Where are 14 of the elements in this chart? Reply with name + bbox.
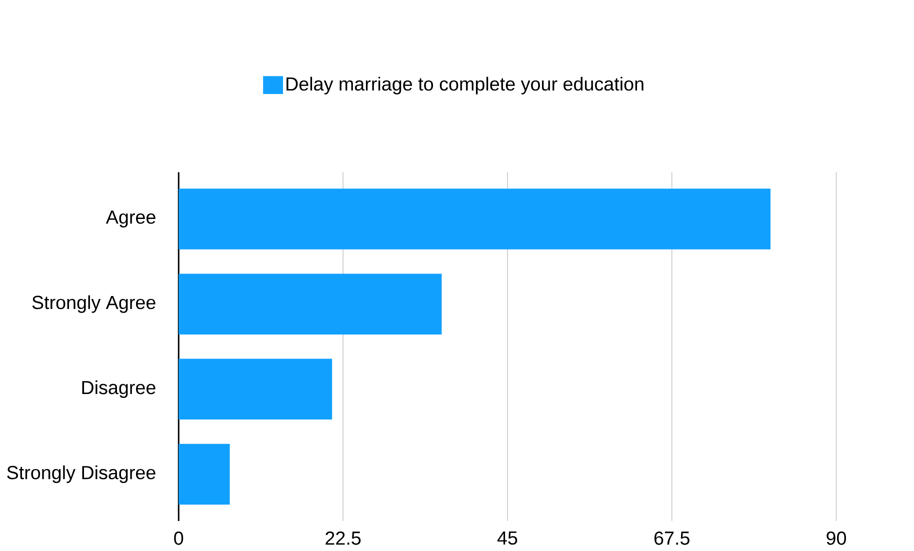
y-tick-label: Disagree	[82, 380, 156, 398]
x-tick-label: 0	[174, 531, 184, 545]
x-tick-label: 90	[826, 531, 846, 545]
bar	[178, 188, 771, 250]
x-tick-label: 22.5	[326, 531, 361, 545]
legend-label: Delay marriage to complete your education	[286, 76, 644, 94]
y-tick-label: Strongly Agree	[32, 295, 156, 313]
bar	[178, 358, 332, 420]
x-tick-label: 45	[497, 531, 518, 545]
bar	[178, 444, 230, 505]
y-tick-label: Agree	[106, 210, 156, 228]
bar	[178, 274, 442, 334]
y-tick-label: Strongly Disagree	[7, 465, 156, 483]
x-tick-label: 67.5	[654, 531, 690, 545]
